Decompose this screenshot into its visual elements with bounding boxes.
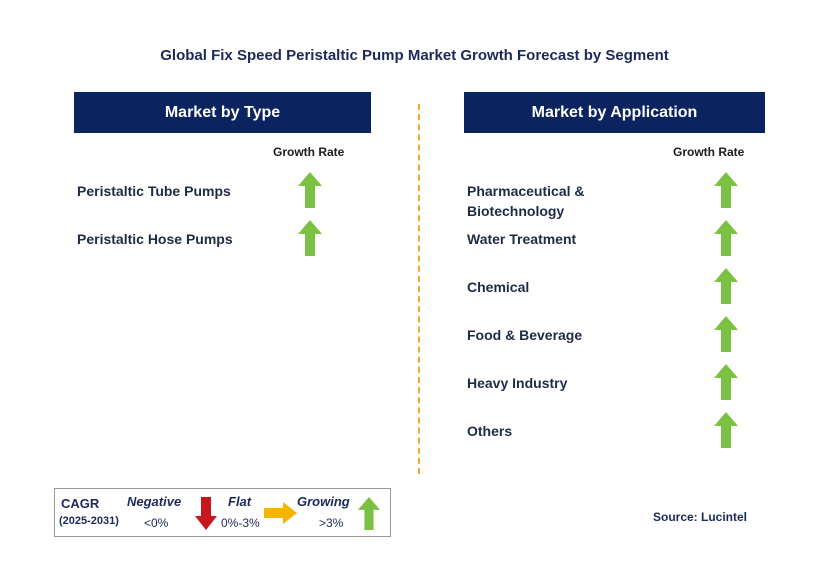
type-row-label: Peristaltic Tube Pumps: [77, 183, 231, 199]
legend-growing-value: >3%: [319, 516, 344, 530]
application-row-label: Chemical: [467, 279, 530, 295]
growing-arrow-icon: [714, 412, 738, 448]
legend-cagr-label: CAGR: [61, 496, 100, 511]
market-by-type-header: Market by Type: [74, 92, 371, 133]
growing-arrow-icon: [714, 172, 738, 208]
application-row-label: Heavy Industry: [467, 375, 568, 391]
chart-title: Global Fix Speed Peristaltic Pump Market…: [160, 47, 669, 64]
type-growth-rate-label: Growth Rate: [273, 145, 345, 159]
legend-growing-label: Growing: [297, 494, 350, 509]
panel-divider: [418, 104, 420, 474]
legend-flat-label: Flat: [228, 494, 252, 509]
growing-arrow-icon: [714, 268, 738, 304]
cagr-legend: CAGR (2025-2031) Negative <0% Flat 0%-3%…: [54, 488, 391, 537]
type-row-label: Peristaltic Hose Pumps: [77, 231, 233, 247]
growing-arrow-icon: [358, 497, 380, 530]
market-by-application-header: Market by Application: [464, 92, 765, 133]
application-row-label: Others: [467, 423, 513, 439]
legend-negative-value: <0%: [144, 516, 169, 530]
growing-arrow-icon: [298, 172, 322, 208]
application-growth-rate-label: Growth Rate: [673, 145, 745, 159]
legend-flat-value: 0%-3%: [221, 516, 260, 530]
growing-arrow-icon: [714, 316, 738, 352]
legend-period: (2025-2031): [59, 515, 119, 527]
negative-arrow-icon: [195, 497, 217, 530]
application-row-label: Water Treatment: [467, 231, 577, 247]
growing-arrow-icon: [714, 220, 738, 256]
application-row-label: Pharmaceutical & Biotechnology: [467, 183, 585, 219]
legend-negative-label: Negative: [127, 494, 182, 509]
application-row-label: Food & Beverage: [467, 327, 583, 343]
growing-arrow-icon: [298, 220, 322, 256]
source-label: Source: Lucintel: [653, 510, 748, 524]
growing-arrow-icon: [714, 364, 738, 400]
flat-arrow-icon: [264, 502, 297, 524]
